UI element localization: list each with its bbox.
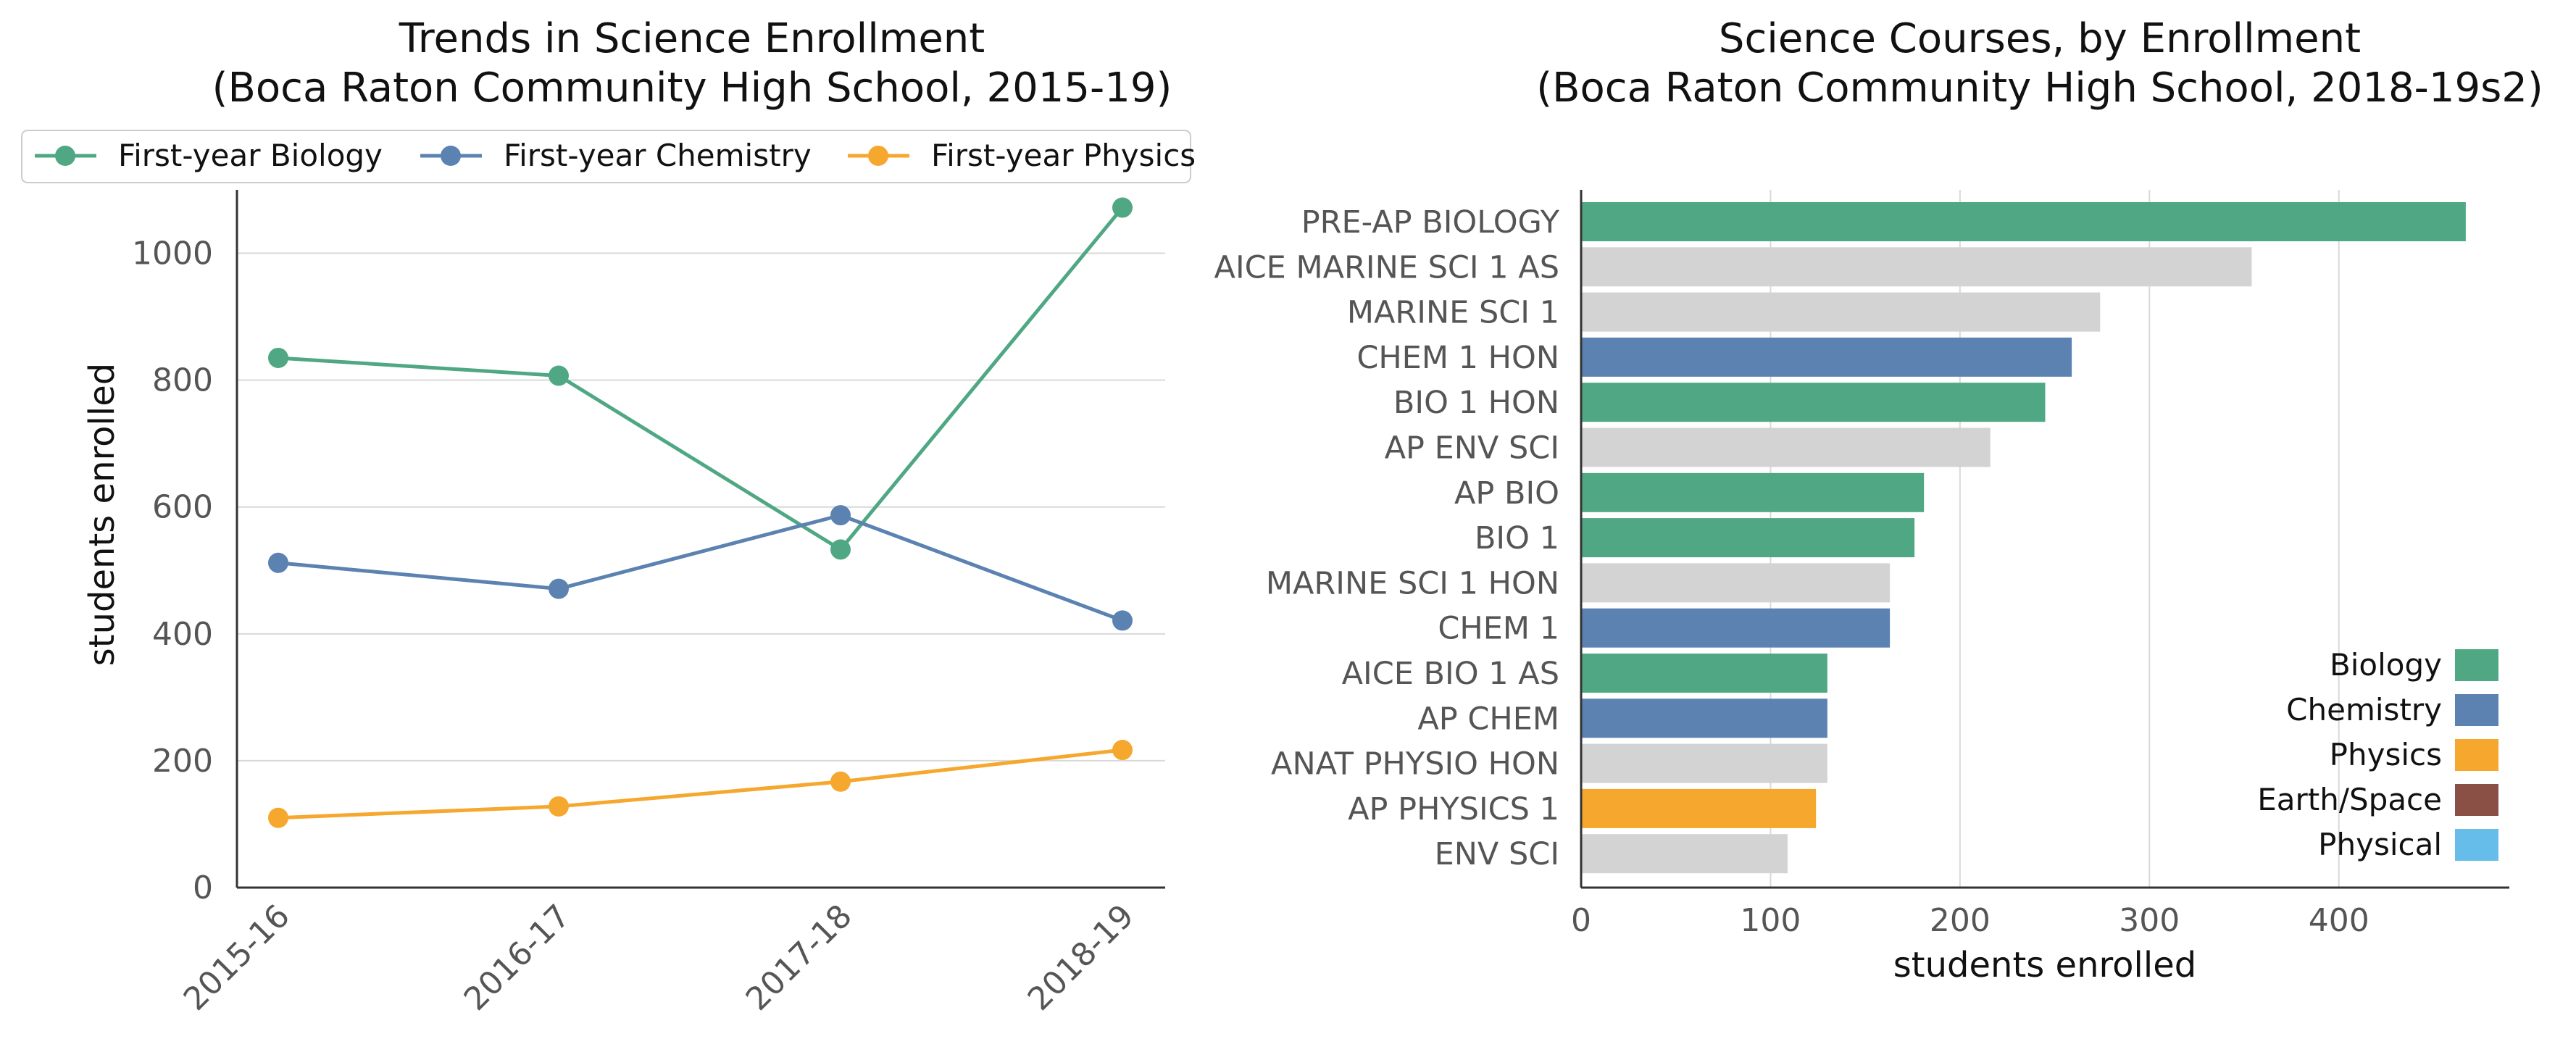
- bar-chart-legend: Biology Chemistry Physics Earth/Space Physic…: [2257, 647, 2498, 862]
- legend-label: First-year Physics: [931, 138, 1196, 173]
- data-point: [268, 347, 288, 368]
- line-chart-y-axis-label: students enrolled: [82, 363, 122, 666]
- y-tick-label: 1000: [132, 235, 213, 272]
- legend-label: First-year Chemistry: [504, 138, 812, 173]
- bar-chart-x-ticks: 0 100 200 300 400: [1571, 902, 2369, 939]
- line-chart-axes: [235, 190, 1165, 889]
- bar: [1581, 427, 1991, 467]
- category-label: AICE BIO 1 AS: [1342, 656, 1559, 692]
- series-line: [278, 206, 1124, 552]
- legend-swatch: [2455, 694, 2498, 726]
- legend-dot-marker: [868, 146, 888, 166]
- line-chart-series: [268, 197, 1133, 828]
- legend-swatch: [2455, 649, 2498, 681]
- bar: [1581, 383, 2046, 422]
- line-chart-x-ticks: 2015-16 2016-17 2017-18 2018-19: [177, 898, 1141, 1018]
- data-point: [1112, 610, 1133, 631]
- y-tick-label: 600: [152, 489, 213, 526]
- category-label: BIO 1: [1475, 520, 1559, 556]
- data-point: [549, 796, 569, 817]
- bar: [1581, 472, 1925, 512]
- x-tick-label: 200: [1930, 902, 1991, 939]
- series-line: [278, 513, 1123, 622]
- category-label: ENV SCI: [1435, 836, 1559, 872]
- data-point: [830, 539, 851, 560]
- data-point: [1112, 740, 1133, 761]
- bar: [1581, 698, 1827, 738]
- data-point: [549, 365, 569, 386]
- bar: [1581, 608, 1891, 648]
- y-tick-label: 800: [152, 362, 213, 399]
- x-tick-label: 300: [2119, 902, 2180, 939]
- y-tick-label: 400: [152, 616, 213, 653]
- bar: [1581, 202, 2466, 241]
- bar: [1581, 563, 1891, 603]
- bar-chart-title-line2: (Boca Raton Community High School, 2018-…: [1536, 64, 2543, 112]
- category-label: ANAT PHYSIO HON: [1271, 746, 1559, 783]
- line-chart-gridlines: [237, 252, 1165, 762]
- data-point: [830, 505, 851, 526]
- bar: [1581, 654, 1827, 693]
- x-tick-label: 400: [2309, 902, 2369, 939]
- line-chart-enrollment-trends: Trends in Science Enrollment (Boca Raton…: [21, 15, 1196, 1018]
- category-label: AP PHYSICS 1: [1348, 791, 1559, 827]
- legend-swatch: [2455, 829, 2498, 861]
- data-point: [268, 552, 288, 573]
- line-chart-title-line1: Trends in Science Enrollment: [399, 15, 985, 62]
- bar-chart-axes: [1580, 190, 2509, 889]
- bar-chart-title-line1: Science Courses, by Enrollment: [1719, 15, 2361, 62]
- bar: [1581, 518, 1915, 558]
- bar-chart-category-labels: PRE-AP BIOLOGY AICE MARINE SCI 1 AS MARINE…: [1214, 204, 1560, 872]
- series-line: [278, 748, 1123, 820]
- legend-label: Biology: [2330, 647, 2442, 683]
- bar-chart-course-enrollment: Science Courses, by Enrollment (Boca Rat…: [1214, 15, 2543, 985]
- bar: [1581, 292, 2101, 332]
- y-tick-label: 200: [152, 743, 213, 780]
- x-tick-label: 2015-16: [177, 898, 297, 1018]
- legend-label: Earth/Space: [2257, 782, 2442, 817]
- line-chart-y-ticks: 0 200 400 600 800 1000: [132, 235, 213, 906]
- x-tick-label: 2017-18: [739, 898, 859, 1018]
- category-label: CHEM 1: [1438, 611, 1559, 647]
- legend-swatch: [2455, 739, 2498, 771]
- category-label: AICE MARINE SCI 1 AS: [1214, 249, 1559, 285]
- x-tick-label: 2018-19: [1021, 898, 1141, 1018]
- category-label: AP BIO: [1454, 475, 1559, 512]
- bar-chart-bars: [1581, 202, 2466, 874]
- y-tick-label: 0: [193, 869, 213, 906]
- line-chart-title-line2: (Boca Raton Community High School, 2015-…: [212, 64, 1172, 112]
- category-label: AP ENV SCI: [1385, 430, 1559, 467]
- category-label: MARINE SCI 1: [1347, 295, 1559, 331]
- legend-label: First-year Biology: [118, 138, 383, 173]
- bar: [1581, 788, 1817, 828]
- bar: [1581, 834, 1788, 874]
- data-point: [549, 578, 569, 599]
- legend-dot-marker: [55, 146, 75, 166]
- legend-label: Chemistry: [2286, 692, 2442, 727]
- legend-frame: [21, 130, 1191, 183]
- x-tick-label: 2016-17: [457, 898, 578, 1018]
- category-label: BIO 1 HON: [1393, 385, 1559, 421]
- data-point: [268, 807, 288, 828]
- category-label: PRE-AP BIOLOGY: [1301, 204, 1560, 241]
- data-point: [830, 771, 851, 792]
- category-label: CHEM 1 HON: [1356, 340, 1559, 376]
- bar: [1581, 337, 2072, 377]
- category-label: MARINE SCI 1 HON: [1266, 565, 1559, 601]
- legend-label: Physics: [2330, 737, 2442, 772]
- x-tick-label: 100: [1740, 902, 1801, 939]
- bar: [1581, 247, 2252, 287]
- legend-swatch: [2455, 784, 2498, 816]
- legend-label: Physical: [2318, 827, 2442, 862]
- category-label: AP CHEM: [1417, 701, 1559, 737]
- bar-chart-x-axis-label: students enrolled: [1893, 945, 2196, 985]
- x-tick-label: 0: [1571, 902, 1591, 939]
- line-chart-legend: First-year Biology First-year Chemistry Fi…: [21, 130, 1196, 183]
- legend-dot-marker: [441, 146, 461, 166]
- data-point: [1112, 197, 1133, 218]
- bar: [1581, 743, 1827, 783]
